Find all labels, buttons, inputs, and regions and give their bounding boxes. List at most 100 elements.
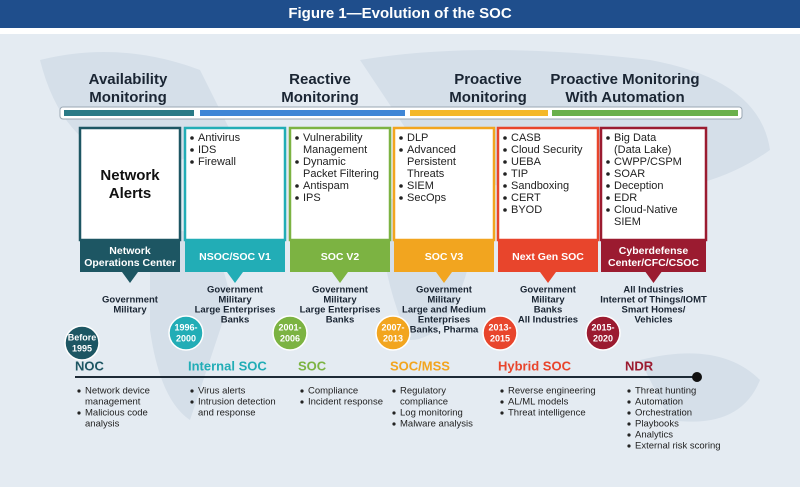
- year-label: 2020: [593, 333, 613, 343]
- tool-item: Advanced: [407, 144, 456, 156]
- sector-label: Government: [102, 295, 159, 306]
- activity-item: External risk scoring: [635, 441, 721, 452]
- sector-label: Government: [312, 285, 369, 296]
- bullet: [399, 148, 403, 152]
- tool-item: EDR: [614, 192, 637, 204]
- timeline-end: [692, 372, 702, 382]
- sector-label: All Industries: [623, 285, 683, 296]
- activity-item: Incident response: [308, 397, 383, 408]
- tool-item: IPS: [303, 192, 321, 204]
- bullet: [503, 196, 507, 200]
- activity-item: Network device: [85, 386, 150, 397]
- bullet: [606, 160, 610, 164]
- continent: [640, 353, 760, 422]
- sector-label: Large and Medium: [402, 305, 486, 316]
- year-label: 2013: [383, 333, 403, 343]
- bullet: [392, 389, 396, 393]
- sector-label: Government: [416, 285, 473, 296]
- bullet: [399, 196, 403, 200]
- stage-name: NOC: [75, 358, 105, 373]
- activity-item: Playbooks: [635, 419, 679, 430]
- ribbon: [185, 240, 285, 283]
- ribbon-label: SOC V3: [425, 251, 464, 263]
- sector-label: Smart Homes/: [622, 305, 686, 316]
- stage-name: Hybrid SOC: [498, 358, 572, 373]
- tool-item: IDS: [198, 144, 216, 156]
- sector-label: Military: [323, 295, 357, 306]
- bullet: [399, 184, 403, 188]
- tool-item: Cloud Security: [511, 144, 583, 156]
- ribbon-label: Center/CFC/CSOC: [608, 257, 699, 269]
- tool-item: CASB: [511, 132, 541, 144]
- activity-item: Orchestration: [635, 408, 692, 419]
- bullet: [300, 400, 304, 404]
- activity-item: Malware analysis: [400, 419, 473, 430]
- year-label: 1996-: [174, 322, 197, 332]
- activity-item: Virus alerts: [198, 386, 246, 397]
- phase-heading: Availability: [89, 71, 168, 88]
- year-label: 2006: [280, 333, 300, 343]
- sector-label: Large Enterprises: [300, 305, 381, 316]
- tool-item: Vulnerability: [303, 132, 363, 144]
- activity-item: compliance: [400, 397, 448, 408]
- tool-item: Antivirus: [198, 132, 241, 144]
- ribbon: [498, 240, 598, 283]
- bullet: [300, 389, 304, 393]
- tool-item: BYOD: [511, 204, 542, 216]
- stage-box: [496, 126, 600, 242]
- activity-item: Threat hunting: [635, 386, 696, 397]
- tool-item: SIEM: [407, 180, 434, 192]
- bullet: [503, 136, 507, 140]
- activity-item: and response: [198, 408, 256, 419]
- tool-item: Persistent: [407, 156, 456, 168]
- year-label: 2013-: [488, 322, 511, 332]
- activity-item: Intrusion detection: [198, 397, 276, 408]
- bullet: [190, 160, 194, 164]
- box-heading: Network: [100, 167, 160, 184]
- bullet: [503, 172, 507, 176]
- tool-item: Cloud-Native: [614, 204, 678, 216]
- activity-item: Analytics: [635, 430, 673, 441]
- ribbon-label: Cyberdefense: [619, 245, 689, 257]
- bullet: [190, 400, 194, 404]
- bullet: [295, 136, 299, 140]
- bullet: [503, 184, 507, 188]
- year-label: 2007-: [381, 322, 404, 332]
- year-label: 2015: [490, 333, 510, 343]
- sector-label: Banks: [534, 305, 563, 316]
- year-badge: [375, 315, 411, 351]
- tool-item: (Data Lake): [614, 144, 671, 156]
- sector-label: Military: [218, 295, 252, 306]
- ribbon-label: Next Gen SOC: [512, 251, 584, 263]
- phase-heading: With Automation: [565, 89, 684, 106]
- stage-name: Internal SOC: [188, 358, 267, 373]
- tool-item: Deception: [614, 180, 664, 192]
- tool-item: Management: [303, 144, 367, 156]
- sector-label: Enterprises: [418, 315, 470, 326]
- tool-item: Antispam: [303, 180, 349, 192]
- year-label: 2015-: [591, 322, 614, 332]
- stage-box: [78, 126, 182, 242]
- tool-item: SOAR: [614, 168, 645, 180]
- box-heading: Alerts: [109, 185, 152, 202]
- tool-item: Big Data: [614, 132, 657, 144]
- tool-item: SecOps: [407, 192, 447, 204]
- activity-item: Compliance: [308, 386, 358, 397]
- header-bar: [0, 0, 800, 28]
- ribbon: [601, 240, 706, 283]
- phase-strip: [64, 110, 194, 116]
- stage-name: SOC: [298, 358, 327, 373]
- bullet: [392, 422, 396, 426]
- stage-box: [392, 126, 496, 242]
- sector-label: Government: [520, 285, 577, 296]
- sector-label: Military: [113, 305, 147, 316]
- sector-label: Banks: [221, 315, 250, 326]
- bullet: [627, 444, 631, 448]
- bullet: [500, 389, 504, 393]
- sector-label: Internet of Things/IOMT: [600, 295, 707, 306]
- ribbon: [80, 240, 180, 283]
- phase-strip: [410, 110, 548, 116]
- bullet: [295, 196, 299, 200]
- tool-item: CERT: [511, 192, 541, 204]
